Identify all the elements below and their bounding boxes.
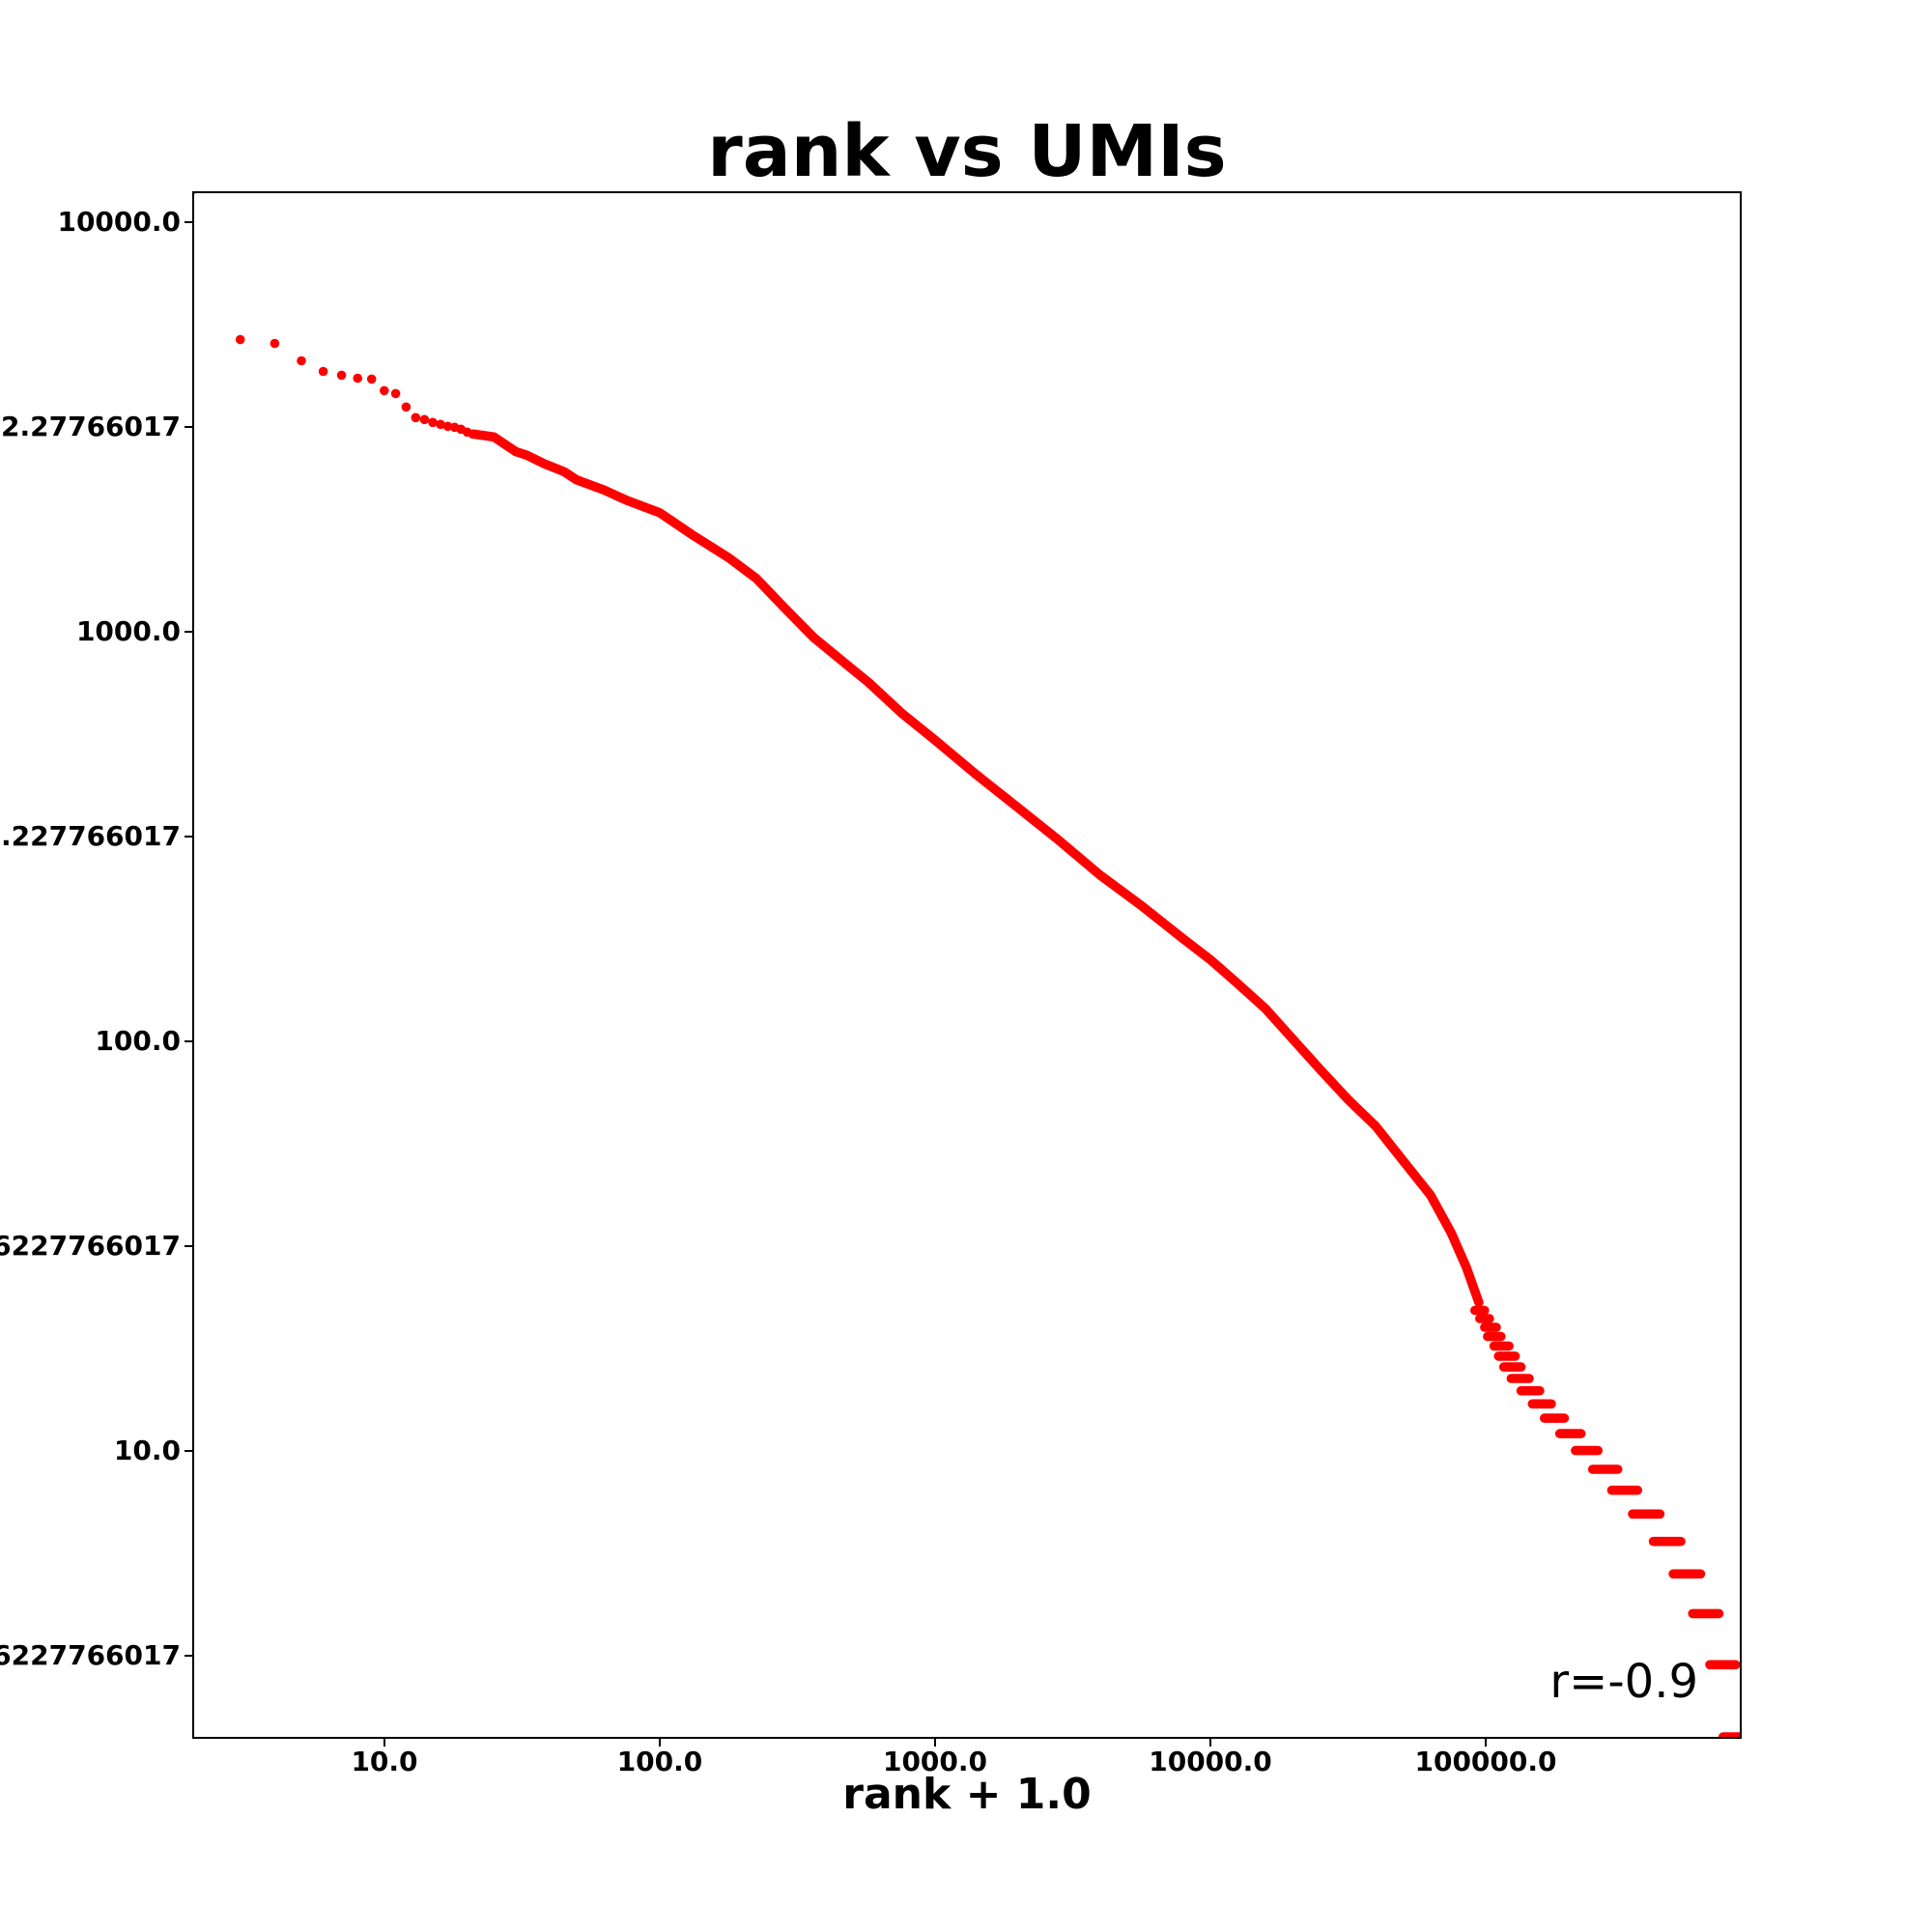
data-point [428,417,438,428]
y-tick-label: 1000.0 [75,615,181,647]
x-tick-label: 1000.0 [882,1746,988,1777]
y-tick-label: 31.6227766017 [0,1230,181,1262]
data-step [1483,1331,1506,1342]
data-step [1540,1413,1570,1423]
x-tick-mark [384,1737,385,1747]
data-point [401,402,412,412]
x-tick-label: 10.0 [351,1746,418,1777]
data-point [468,429,478,440]
y-tick-label: 100.0 [95,1025,181,1057]
data-point [442,421,453,432]
data-point [318,366,328,377]
y-tick-mark [185,426,194,428]
x-tick-mark [1209,1737,1211,1747]
data-step [1475,1314,1494,1323]
data-step [1571,1445,1603,1456]
x-tick-label: 10000.0 [1149,1746,1272,1777]
chart-title: rank vs UMIs [707,110,1227,193]
data-point [297,355,306,366]
y-tick-mark [185,1040,194,1042]
y-tick-mark [185,631,194,633]
data-point [353,373,362,384]
x-tick-mark [659,1737,661,1747]
data-step [1688,1608,1724,1619]
data-step [1527,1399,1556,1409]
y-tick-label: 316.227766017 [0,820,181,852]
y-tick-mark [185,836,194,838]
data-step [1628,1509,1665,1520]
data-step [1493,1351,1520,1361]
data-point [436,419,445,430]
y-tick-label: 10.0 [113,1435,181,1466]
y-tick-label: 10000.0 [57,206,181,238]
data-point [380,385,389,396]
data-point [235,334,245,345]
x-axis-label: rank + 1.0 [842,1770,1092,1819]
data-step [1554,1429,1586,1438]
data-step [1516,1385,1545,1396]
data-step [1705,1660,1740,1670]
data-point [270,338,280,349]
y-tick-mark [185,1450,194,1452]
x-tick-mark [934,1737,936,1747]
data-step [1587,1464,1623,1474]
x-tick-label: 100.0 [616,1746,703,1777]
data-step [1480,1322,1501,1332]
data-step [1718,1732,1740,1737]
y-tick-mark [185,1655,194,1657]
data-step [1648,1536,1686,1547]
data-point [336,370,347,381]
y-tick-label: 3162.27766017 [0,411,181,442]
data-step [1606,1485,1642,1495]
data-step [1489,1341,1514,1351]
y-tick-mark [185,1245,194,1247]
data-step [1506,1374,1534,1383]
data-step [1668,1569,1706,1579]
data-point [419,414,430,425]
scatter-points [194,193,1740,1737]
data-step [1470,1305,1490,1316]
data-point [194,193,196,194]
curve-dense-segment [468,429,1484,1308]
correlation-annotation: r=-0.9 [1549,1655,1698,1709]
y-tick-mark [185,221,194,223]
data-point [366,374,377,384]
data-step [1498,1362,1526,1372]
x-tick-label: 100000.0 [1414,1746,1557,1777]
data-point [411,412,421,423]
x-tick-mark [1485,1737,1487,1747]
y-tick-label: 3.16227766017 [0,1639,181,1671]
plot-area [192,191,1742,1739]
data-point [390,388,401,399]
